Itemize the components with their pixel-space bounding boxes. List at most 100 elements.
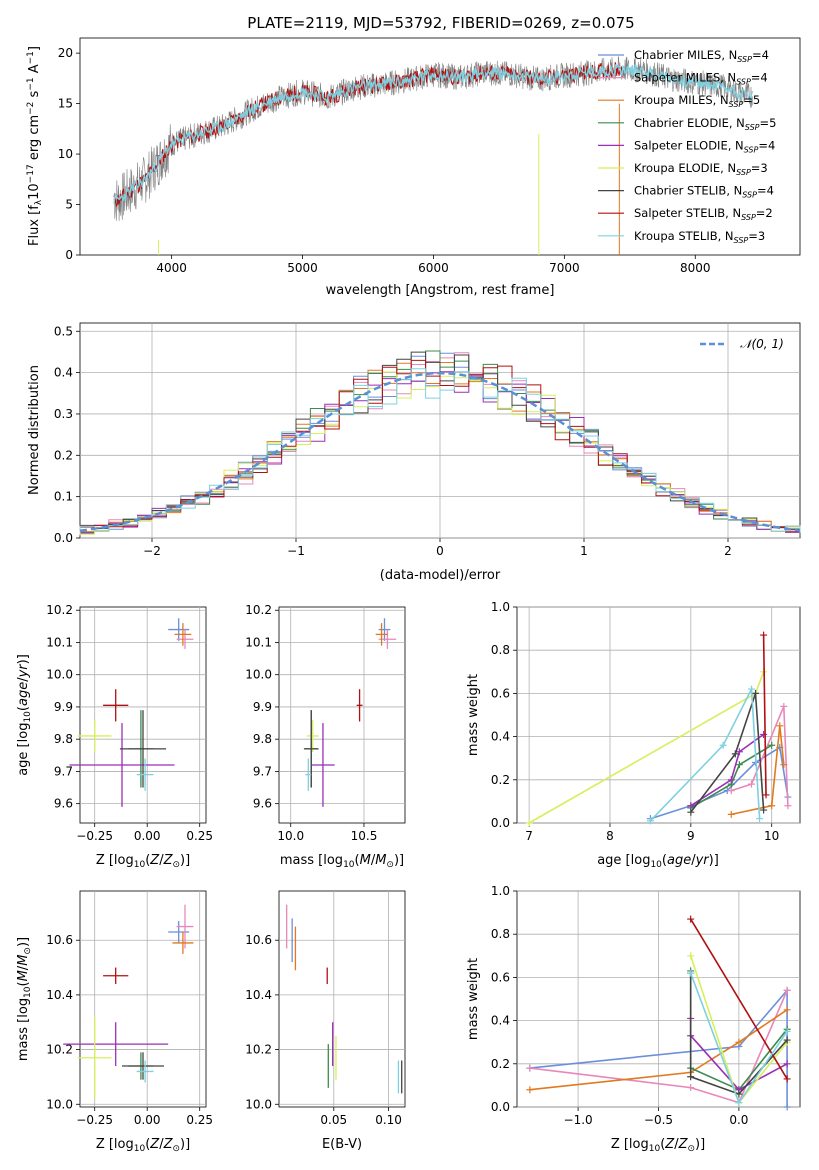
- weight-vs-age-panel: 7 8 9 10 0.0 0.2 0.4 0.6 0.8 1.0 age [log10(age/y…: [466, 600, 801, 870]
- y-tick-label: 0.8: [491, 927, 510, 941]
- normal-curve: [79, 371, 801, 533]
- weight-marker-4: [783, 1060, 791, 1068]
- x-tick-label: 0.25: [186, 829, 213, 843]
- mass-vs-z-panel: −0.25 0.00 0.25 10.0 10.2 10.4 10.6 Z [log10(Z…: [16, 890, 213, 1154]
- y-tick-label: 9.6: [253, 797, 272, 811]
- weight-line-7: [762, 635, 767, 795]
- y-tick-label: 10.1: [46, 635, 73, 649]
- weight-vs-age-xlabel: age [log10(age/yr)]: [597, 853, 719, 870]
- y-tick-label: 10.4: [46, 988, 73, 1002]
- y-tick-label: 0.8: [491, 643, 510, 657]
- x-tick-label: 8: [606, 829, 614, 843]
- weight-marker-6: [687, 1073, 695, 1081]
- weight-line-2: [731, 725, 785, 816]
- x-tick-label: 0.00: [134, 829, 161, 843]
- y-tick-label: 0.6: [491, 686, 510, 700]
- y-tick-label: 0: [65, 248, 73, 262]
- y-tick-label: 10.6: [245, 933, 272, 947]
- weight-vs-z-xlabel: Z [log10(Z/Z⊙)]: [611, 1137, 705, 1154]
- weight-vs-z-plot-area: −1.0 −0.5 0.0 0.0 0.2 0.4 0.6 0.8 1.0: [491, 884, 800, 1127]
- y-tick-label: 0.0: [54, 531, 73, 545]
- weight-marker-8: [646, 817, 654, 825]
- legend-label-6: Chabrier STELIB, NSSP=4: [634, 184, 774, 200]
- x-tick-label: 0.05: [320, 1113, 347, 1127]
- x-tick-label: 7000: [549, 261, 580, 275]
- weight-line-1: [731, 706, 789, 806]
- y-tick-label: 9.6: [54, 797, 73, 811]
- y-tick-label: 10.2: [245, 1043, 272, 1057]
- weight-marker-1: [747, 780, 755, 788]
- spectrum-ylabel: Flux [fλ10−17 erg cm−2 s−1 A−1]: [26, 46, 44, 246]
- y-tick-label: 9.9: [54, 700, 73, 714]
- residuals-xlabel: (data-model)/error: [380, 568, 501, 583]
- mass-vs-ebv-xlabel: E(B-V): [322, 1137, 362, 1152]
- y-tick-label: 0.5: [54, 324, 73, 338]
- y-tick-label: 10.0: [46, 1097, 73, 1111]
- y-tick-label: 9.9: [253, 700, 272, 714]
- x-tick-label: 5000: [287, 261, 318, 275]
- y-tick-label: 0.3: [54, 407, 73, 421]
- weight-line-6: [690, 693, 765, 813]
- age-vs-z-panel: −0.25 0.00 0.25 9.6 9.7 9.8 9.9 10.0 10.1 10.2 Z …: [16, 603, 213, 870]
- weight-marker-7: [762, 791, 770, 799]
- age-vs-z-ylabel: age [log10(age/yr)]: [16, 654, 33, 776]
- legend-label-1: Salpeter MILES, NSSP=4: [634, 71, 768, 87]
- age-vs-z-plot-area: −0.25 0.00 0.25 9.6 9.7 9.8 9.9 10.0 10.1 10.2: [46, 603, 213, 843]
- y-tick-label: 9.8: [54, 732, 73, 746]
- y-tick-label: 9.7: [54, 764, 73, 778]
- legend-label-5: Kroupa ELODIE, NSSP=3: [634, 161, 768, 177]
- y-tick-label: 0.6: [491, 970, 510, 984]
- y-tick-label: 10.0: [245, 1097, 272, 1111]
- weight-vs-age-ylabel: mass weight: [466, 674, 481, 756]
- y-tick-label: 10.2: [245, 603, 272, 617]
- weight-marker-2: [735, 1038, 743, 1046]
- weight-marker-4: [727, 776, 735, 784]
- y-tick-label: 0.4: [491, 1014, 510, 1028]
- x-tick-label: 0.10: [375, 1113, 402, 1127]
- weight-line-7: [690, 918, 788, 1080]
- spectrum-frame: [79, 37, 801, 256]
- mass-vs-ebv-plot-area: 0.05 0.10 10.0 10.2 10.4 10.6: [245, 891, 405, 1127]
- weight-marker-6: [783, 1036, 791, 1044]
- y-tick-label: 10.0: [245, 668, 272, 682]
- weight-marker-8: [687, 969, 695, 977]
- weight-line-2: [529, 1009, 788, 1091]
- x-tick-label: −1: [287, 544, 305, 558]
- y-tick-label: 0.2: [54, 448, 73, 462]
- y-tick-label: 9.8: [253, 732, 272, 746]
- mass-vs-ebv-frame: [278, 890, 406, 1108]
- x-tick-label: 0: [436, 544, 444, 558]
- weight-marker-5: [687, 952, 695, 960]
- weight-marker-6: [731, 750, 739, 758]
- spectrum-model-salpeter-stelib: [113, 62, 624, 208]
- weight-marker-8: [719, 741, 727, 749]
- y-tick-label: 0.0: [491, 816, 510, 830]
- weight-marker-1: [526, 1064, 534, 1072]
- weight-marker-1: [784, 802, 792, 810]
- weight-line-5: [528, 671, 765, 824]
- weight-marker-8: [735, 1099, 743, 1107]
- weight-marker-2: [768, 802, 776, 810]
- mass-vs-z-xlabel: Z [log10(Z/Z⊙)]: [96, 1137, 190, 1154]
- spectrum-model-kroupa-stelib: [113, 64, 754, 205]
- y-tick-label: 20: [58, 46, 73, 60]
- mass-vs-z-plot-area: −0.25 0.00 0.25 10.0 10.2 10.4 10.6: [46, 891, 213, 1127]
- y-tick-label: 0.1: [54, 490, 73, 504]
- residuals-panel: −2 −1 0 1 2 0.0 0.1 0.2 0.3 0.4 0.5 (data-model)/e…: [27, 322, 801, 583]
- y-tick-label: 0.4: [54, 366, 73, 380]
- normal-legend-label: 𝒩(0, 1): [740, 337, 784, 351]
- y-tick-label: 10.4: [245, 988, 272, 1002]
- x-tick-label: 9: [687, 829, 695, 843]
- weight-marker-1: [727, 787, 735, 795]
- y-tick-label: 15: [58, 97, 73, 111]
- residuals-ylabel: Normed distribution: [27, 365, 42, 495]
- weight-marker-2: [727, 810, 735, 818]
- weight-marker-7: [783, 1075, 791, 1083]
- weight-marker-4: [735, 748, 743, 756]
- age-vs-mass-frame: [278, 606, 406, 824]
- weight-marker-2: [783, 1006, 791, 1014]
- weight-marker-4: [760, 730, 768, 738]
- legend-label-0: Chabrier MILES, NSSP=4: [634, 48, 769, 64]
- y-tick-label: 9.7: [253, 764, 272, 778]
- weight-marker-1: [687, 1084, 695, 1092]
